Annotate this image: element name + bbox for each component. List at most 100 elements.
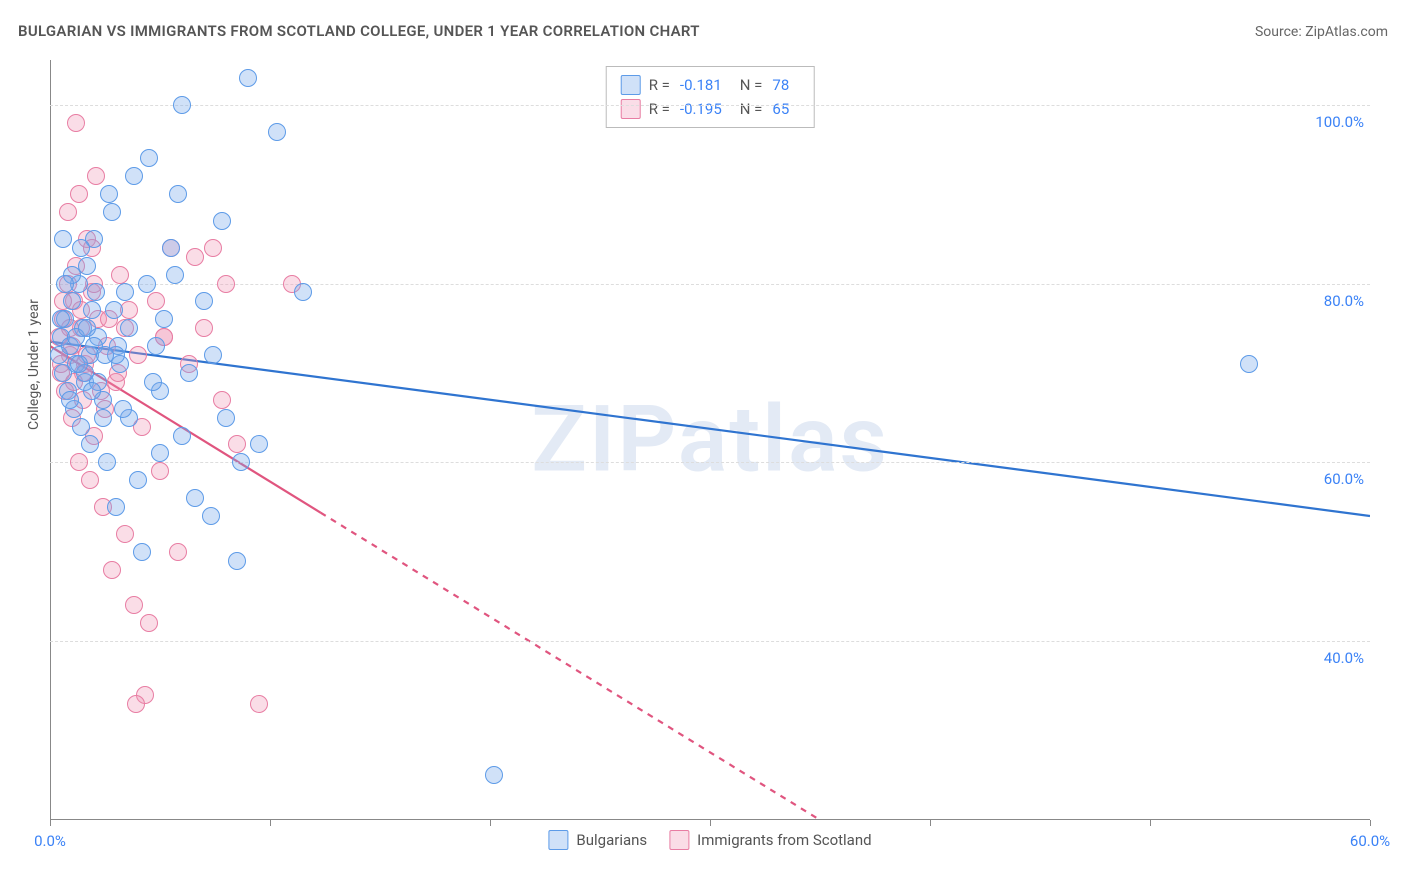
y-tick-label: 60.0%	[1284, 470, 1364, 488]
scatter-point-blue	[166, 266, 184, 284]
scatter-point-blue	[52, 310, 70, 328]
scatter-point-blue	[83, 301, 101, 319]
scatter-point-blue	[94, 409, 112, 427]
scatter-point-blue	[202, 507, 220, 525]
scatter-point-pink	[120, 301, 138, 319]
legend-swatch-pink	[621, 99, 641, 119]
scatter-point-pink	[195, 319, 213, 337]
scatter-point-pink	[127, 695, 145, 713]
scatter-point-blue	[63, 292, 81, 310]
x-tick-mark	[930, 820, 931, 826]
scatter-point-blue	[98, 453, 116, 471]
scatter-point-pink	[70, 185, 88, 203]
scatter-point-blue	[116, 283, 134, 301]
scatter-point-blue	[485, 766, 503, 784]
x-tick-label: 0.0%	[34, 832, 66, 850]
scatter-point-blue	[239, 69, 257, 87]
x-tick-mark	[490, 820, 491, 826]
chart-title: BULGARIAN VS IMMIGRANTS FROM SCOTLAND CO…	[18, 22, 700, 40]
trend-lines-svg	[50, 60, 1370, 820]
source-attribution: Source: ZipAtlas.com	[1255, 24, 1388, 40]
scatter-point-blue	[103, 203, 121, 221]
scatter-point-blue	[56, 275, 74, 293]
scatter-point-blue	[105, 301, 123, 319]
scatter-point-blue	[147, 337, 165, 355]
scatter-point-blue	[195, 292, 213, 310]
x-tick-mark	[1150, 820, 1151, 826]
scatter-point-blue	[87, 283, 105, 301]
scatter-point-blue	[228, 552, 246, 570]
scatter-point-blue	[144, 373, 162, 391]
scatter-point-blue	[78, 257, 96, 275]
scatter-point-pink	[87, 167, 105, 185]
scatter-point-blue	[133, 543, 151, 561]
scatter-point-blue	[162, 239, 180, 257]
y-tick-label: 40.0%	[1284, 649, 1364, 667]
scatter-point-pink	[67, 114, 85, 132]
scatter-point-pink	[81, 471, 99, 489]
x-tick-mark	[1370, 820, 1371, 826]
legend-bottom-swatch-blue	[548, 830, 568, 850]
y-axis-label: College, Under 1 year	[26, 299, 42, 430]
scatter-point-pink	[213, 391, 231, 409]
scatter-point-blue	[72, 239, 90, 257]
scatter-point-pink	[204, 239, 222, 257]
scatter-point-blue	[107, 498, 125, 516]
scatter-point-blue	[173, 427, 191, 445]
scatter-point-blue	[1240, 355, 1258, 373]
scatter-point-blue	[70, 355, 88, 373]
gridline	[50, 284, 1370, 285]
legend-bottom-label-blue: Bulgarians	[576, 831, 647, 849]
scatter-point-blue	[173, 96, 191, 114]
scatter-point-blue	[217, 409, 235, 427]
scatter-point-blue	[169, 185, 187, 203]
scatter-point-pink	[116, 525, 134, 543]
scatter-point-blue	[250, 435, 268, 453]
x-tick-mark	[270, 820, 271, 826]
scatter-point-blue	[232, 453, 250, 471]
scatter-point-blue	[294, 283, 312, 301]
x-tick-mark	[50, 820, 51, 826]
scatter-point-pink	[250, 695, 268, 713]
scatter-point-blue	[114, 400, 132, 418]
x-tick-mark	[710, 820, 711, 826]
scatter-point-pink	[125, 596, 143, 614]
legend-bottom-swatch-pink	[669, 830, 689, 850]
scatter-point-blue	[138, 275, 156, 293]
scatter-point-blue	[186, 489, 204, 507]
scatter-point-pink	[129, 346, 147, 364]
x-tick-label: 60.0%	[1350, 832, 1390, 850]
scatter-point-pink	[103, 561, 121, 579]
gridline	[50, 641, 1370, 642]
scatter-point-blue	[268, 123, 286, 141]
scatter-point-pink	[70, 453, 88, 471]
scatter-point-blue	[213, 212, 231, 230]
scatter-point-blue	[125, 167, 143, 185]
scatter-point-blue	[151, 444, 169, 462]
scatter-point-blue	[100, 185, 118, 203]
watermark-text: ZIPatlas	[531, 387, 889, 494]
scatter-point-pink	[169, 543, 187, 561]
gridline	[50, 105, 1370, 106]
scatter-point-blue	[54, 230, 72, 248]
correlation-legend-box: R = -0.181 N = 78 R = -0.195 N = 65	[606, 66, 815, 128]
scatter-point-pink	[147, 292, 165, 310]
scatter-point-blue	[78, 319, 96, 337]
scatter-point-pink	[151, 462, 169, 480]
scatter-point-blue	[81, 435, 99, 453]
scatter-point-blue	[140, 149, 158, 167]
scatter-point-blue	[180, 364, 198, 382]
scatter-point-pink	[186, 248, 204, 266]
scatter-point-blue	[83, 382, 101, 400]
scatter-point-blue	[96, 346, 114, 364]
scatter-point-blue	[72, 418, 90, 436]
scatter-plot-area: ZIPatlas R = -0.181 N = 78 R = -0.195 N …	[50, 60, 1370, 820]
scatter-point-pink	[217, 275, 235, 293]
scatter-point-blue	[155, 310, 173, 328]
y-tick-label: 100.0%	[1284, 113, 1364, 131]
legend-bottom-label-pink: Immigrants from Scotland	[697, 831, 871, 849]
legend-swatch-blue	[621, 75, 641, 95]
scatter-point-pink	[111, 266, 129, 284]
scatter-point-blue	[129, 471, 147, 489]
scatter-point-blue	[120, 319, 138, 337]
